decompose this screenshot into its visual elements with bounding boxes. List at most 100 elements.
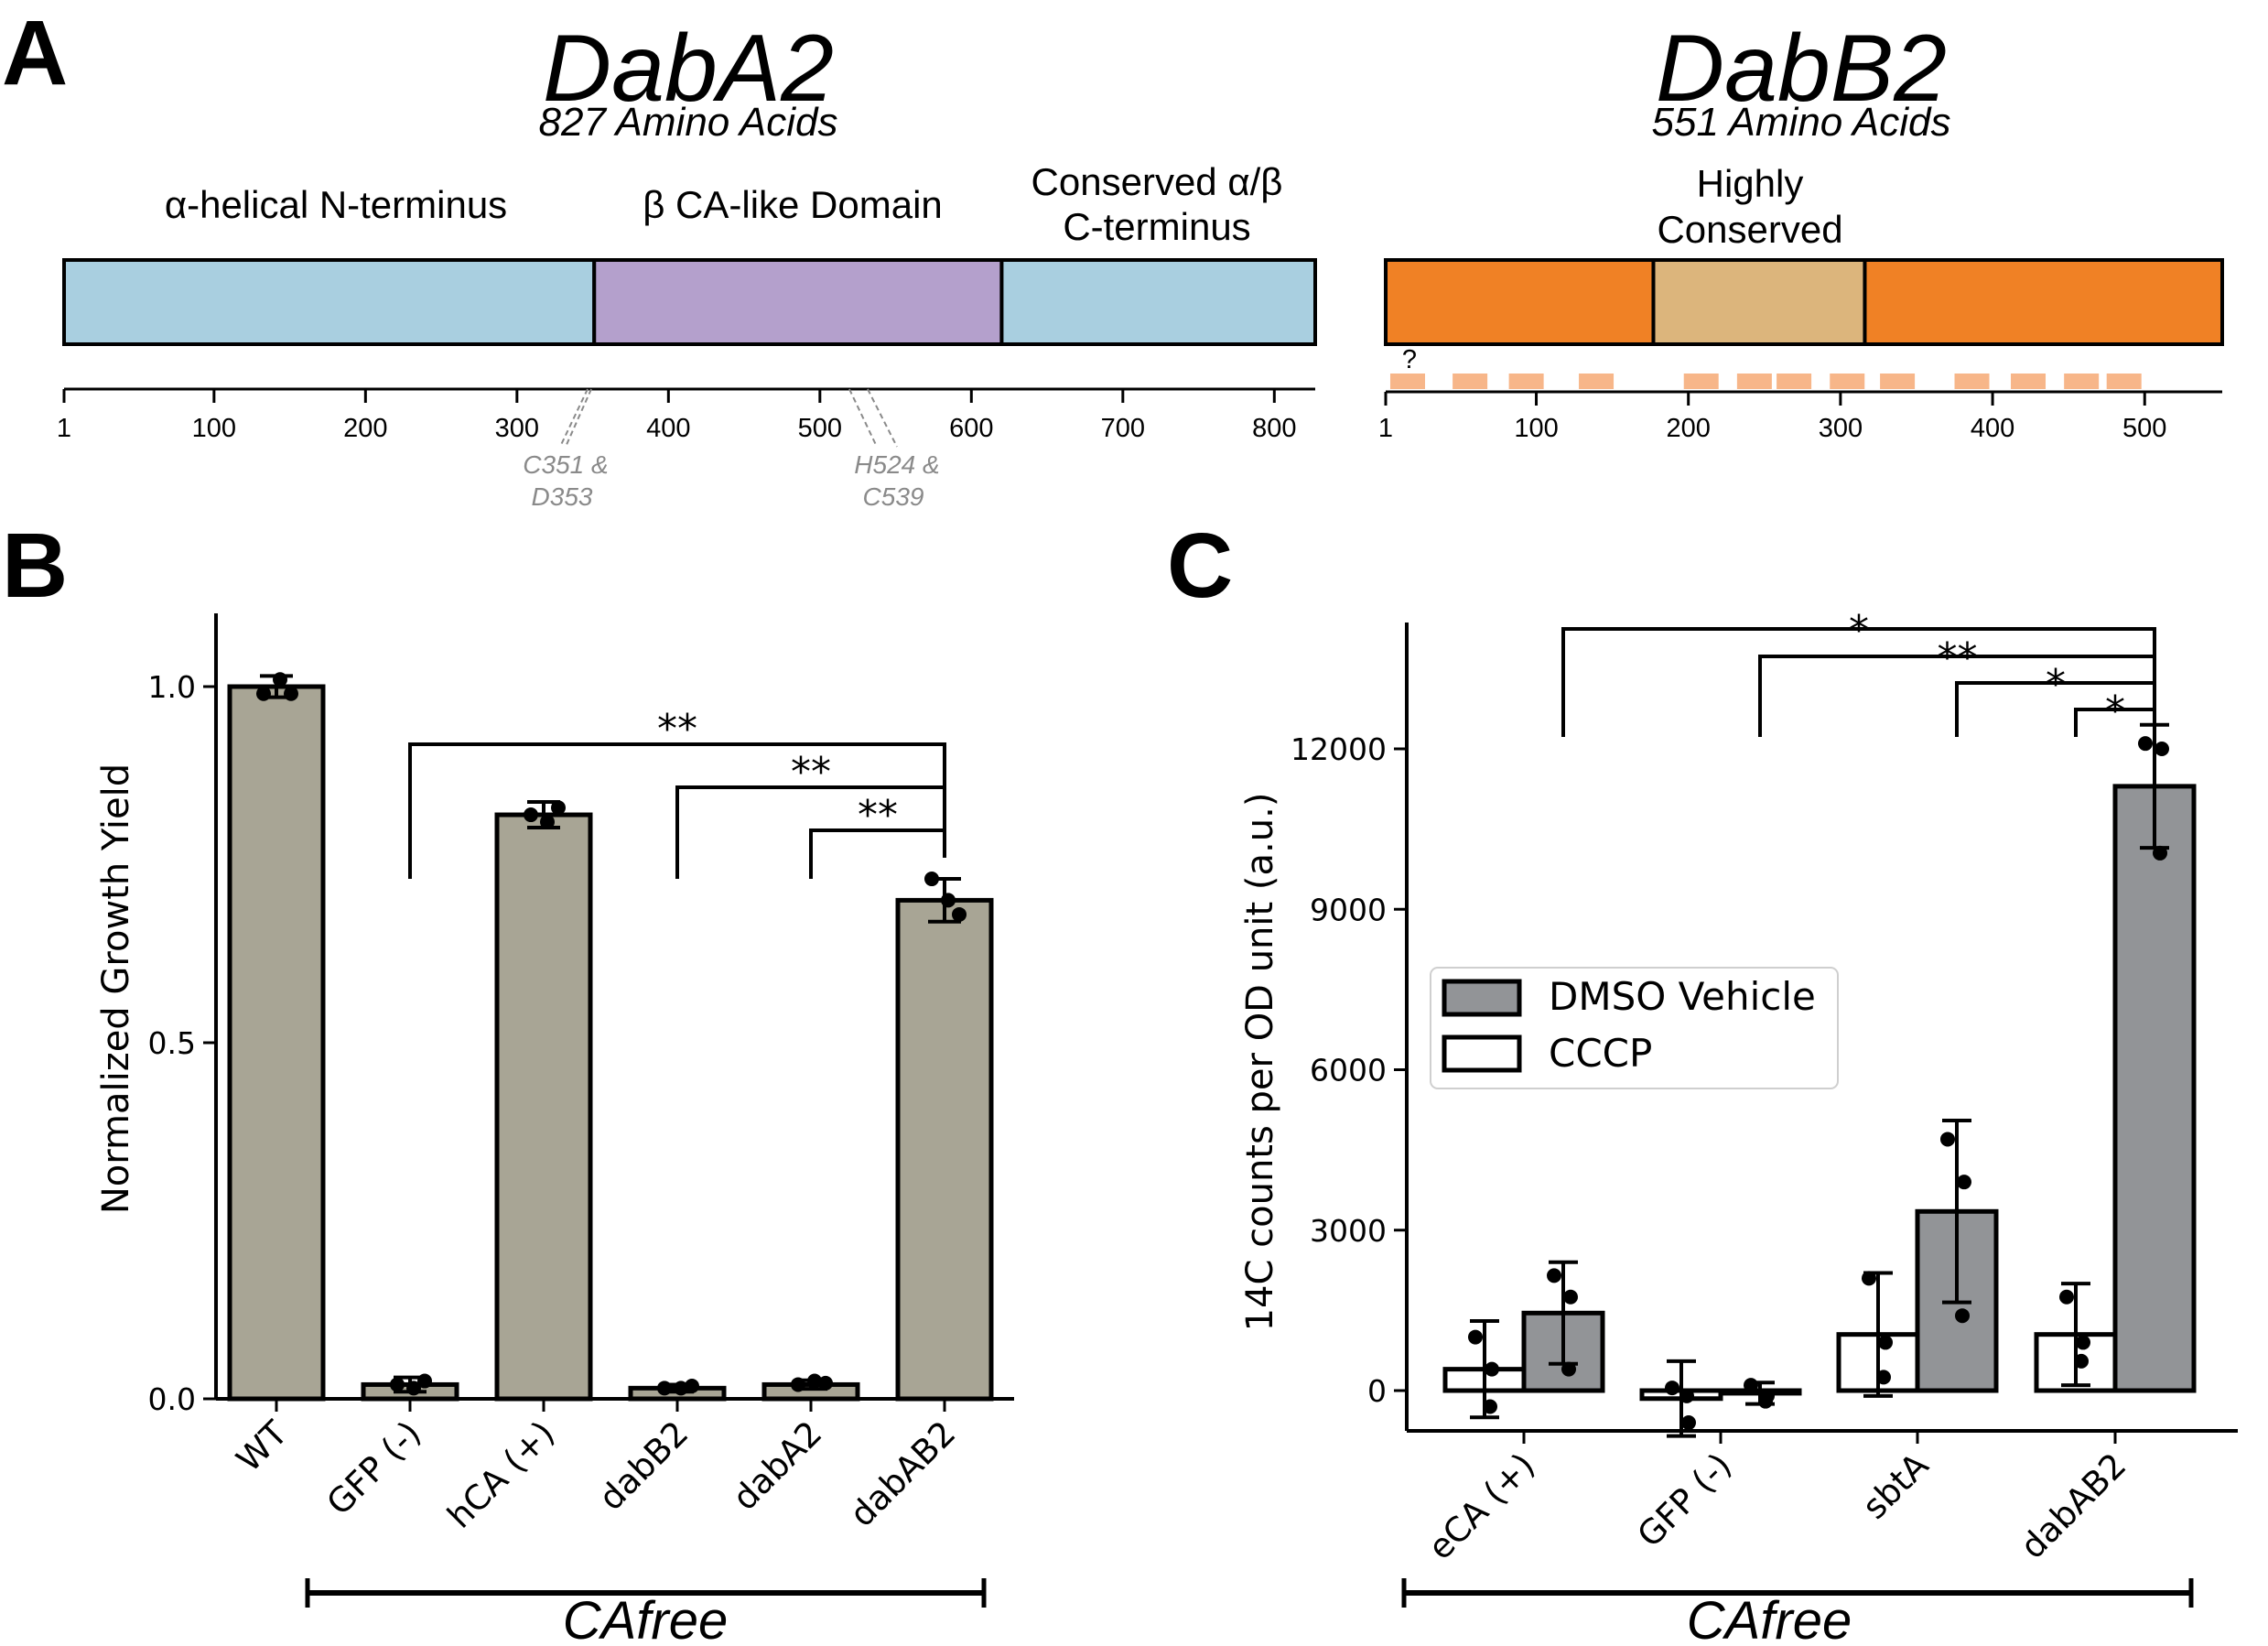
tm-segment bbox=[2064, 374, 2100, 389]
panel-c-xtick-label: GFP (-) bbox=[1630, 1446, 1740, 1555]
panel-b-data-point bbox=[924, 872, 939, 887]
dabb2-domain-1 bbox=[1651, 258, 1867, 346]
legend-swatch-dmso bbox=[1442, 979, 1522, 1017]
dabb2-diagram: DabB2 551 Amino Acids Highly Conserved ?… bbox=[1378, 16, 2225, 443]
panel-b-data-point bbox=[674, 1381, 688, 1396]
panel-a-letter: A bbox=[2, 2, 68, 104]
daba2-tick-label: 500 bbox=[798, 414, 842, 443]
panel-c-data-point bbox=[1561, 1361, 1576, 1377]
dabb2-domain-label-2: Conserved bbox=[1657, 208, 1842, 251]
daba2-domain-0 bbox=[62, 258, 597, 346]
panel-b-sig-bracket bbox=[675, 785, 946, 879]
panel-c-data-point bbox=[1758, 1393, 1773, 1409]
panel-b-xtick-label: dabA2 bbox=[725, 1413, 829, 1518]
panel-c-ytick-label: 12000 bbox=[1291, 731, 1387, 767]
panel-c-data-point bbox=[1547, 1268, 1561, 1283]
panel-b-ytick-label: 1.0 bbox=[148, 669, 196, 705]
daba2-tick-label: 1 bbox=[57, 414, 71, 443]
panel-b-data-point bbox=[284, 686, 298, 701]
panel-c-cafree-label: CAfree bbox=[1687, 1591, 1852, 1646]
panel-b-bars bbox=[227, 672, 994, 1402]
daba2-domain-label-cterm-2: C-terminus bbox=[1063, 205, 1250, 248]
daba2-domain-2 bbox=[999, 258, 1317, 346]
panel-c-data-point bbox=[1483, 1399, 1497, 1414]
daba2-diagram: DabA2 827 Amino Acids α-helical N-termin… bbox=[57, 16, 1317, 511]
panel-c-xtick-label: eCA (+) bbox=[1420, 1446, 1542, 1567]
legend-swatch-cccp bbox=[1442, 1034, 1522, 1073]
panel-c-data-point bbox=[1876, 1370, 1891, 1385]
panel-c-data-point bbox=[2074, 1353, 2089, 1369]
panel-c-ytick-label: 6000 bbox=[1310, 1053, 1387, 1088]
panel-c-data-point bbox=[1878, 1335, 1893, 1350]
panel-b-cafree-label: CAfree bbox=[563, 1591, 729, 1646]
dabb2-tick-label: 300 bbox=[1819, 414, 1863, 443]
panel-b-xtick-label: GFP (-) bbox=[319, 1413, 429, 1523]
dabb2-domain-label-1: Highly bbox=[1697, 162, 1804, 205]
panel-c-sig-stars: ** bbox=[1938, 634, 1978, 681]
panel-c-bars bbox=[1442, 722, 2197, 1438]
tm-segment bbox=[1579, 374, 1615, 389]
site-marker-c351 bbox=[559, 388, 589, 448]
tm-segment bbox=[1508, 374, 1544, 389]
daba2-length: 827 Amino Acids bbox=[539, 100, 838, 145]
panel-c-xtick-label: dabAB2 bbox=[2013, 1446, 2133, 1566]
tm-segment bbox=[1453, 374, 1488, 389]
panel-c-xtick-label: sbtA bbox=[1855, 1446, 1937, 1527]
panel-b-data-point bbox=[256, 686, 271, 701]
dabb2-tick-label: 100 bbox=[1514, 414, 1558, 443]
daba2-axis-ticks: 1 100 200 300 400 500 600 700 800 bbox=[57, 389, 1297, 443]
tm-question-mark: ? bbox=[1402, 345, 1417, 374]
panel-b-data-point bbox=[273, 672, 287, 688]
daba2-name: DabA2 bbox=[543, 16, 834, 122]
panel-b-data-point bbox=[406, 1381, 421, 1396]
panel-c-sig-stars: * bbox=[2046, 661, 2066, 708]
panel-c-data-point bbox=[1468, 1329, 1483, 1345]
panel-b-ylabel: Normalized Growth Yield bbox=[95, 763, 137, 1214]
panel-b-sig-stars: ** bbox=[858, 792, 898, 839]
panel-b-significance: ** ** ** bbox=[408, 706, 946, 879]
panel-c-sig-stars: * bbox=[1849, 607, 1869, 654]
dabb2-axis-ticks: 1 100 200 300 400 500 bbox=[1378, 392, 2166, 443]
panel-c-ytick-label: 3000 bbox=[1310, 1213, 1387, 1249]
panel-c-significance: ***** bbox=[1561, 607, 2156, 737]
panel-c-sig-bracket bbox=[1955, 681, 2156, 737]
site-marker-c539 bbox=[867, 388, 898, 448]
panel-b-sig-bracket bbox=[809, 828, 946, 879]
panel-b-data-point bbox=[807, 1373, 822, 1389]
daba2-domain-bar bbox=[62, 258, 1317, 346]
panel-c-letter: C bbox=[1167, 514, 1233, 617]
panel-b-bar bbox=[494, 812, 593, 1402]
panel-c-data-point bbox=[1563, 1289, 1578, 1305]
panel-b-data-point bbox=[551, 800, 566, 816]
panel-c-data-point bbox=[1940, 1132, 1955, 1147]
dabb2-tick-label: 1 bbox=[1378, 414, 1393, 443]
dabb2-domain-0 bbox=[1384, 258, 1656, 346]
legend-label-dmso: DMSO Vehicle bbox=[1549, 974, 1816, 1019]
daba2-tick-label: 800 bbox=[1252, 414, 1296, 443]
panel-a: A DabA2 827 Amino Acids α-helical N-term… bbox=[2, 2, 2225, 511]
panel-c-data-point bbox=[1862, 1271, 1876, 1286]
dabb2-transmembrane-segments bbox=[1389, 374, 2142, 389]
panel-b-xtick-label: dabB2 bbox=[591, 1413, 696, 1518]
panel-b-xtick-label: dabAB2 bbox=[842, 1413, 963, 1534]
site-marker-d353 bbox=[565, 388, 592, 448]
daba2-tick-label: 200 bbox=[343, 414, 387, 443]
panel-b-xtick-label: WT bbox=[229, 1413, 296, 1480]
tm-segment bbox=[1880, 374, 1916, 389]
dabb2-tick-label: 400 bbox=[1971, 414, 2014, 443]
dabb2-tick-label: 200 bbox=[1667, 414, 1711, 443]
panel-b-xtick-label: hCA (+) bbox=[440, 1413, 563, 1536]
panel-b-data-point bbox=[540, 814, 555, 829]
panel-b-sig-stars: ** bbox=[791, 749, 831, 796]
tm-segment bbox=[1683, 374, 1719, 389]
tm-segment bbox=[1736, 374, 1772, 389]
panel-c-ylabel: 14C counts per OD unit (a.u.) bbox=[1239, 793, 1281, 1332]
dabb2-domain-2 bbox=[1863, 258, 2225, 346]
panel-b-letter: B bbox=[2, 514, 68, 617]
daba2-tick-label: 300 bbox=[495, 414, 539, 443]
panel-b-ytick-label: 0.0 bbox=[148, 1381, 196, 1417]
panel-c-data-point bbox=[1955, 1308, 1970, 1324]
dabb2-length: 551 Amino Acids bbox=[1652, 100, 1951, 145]
panel-b-data-point bbox=[941, 893, 956, 908]
panel-b-data-point bbox=[417, 1373, 432, 1389]
